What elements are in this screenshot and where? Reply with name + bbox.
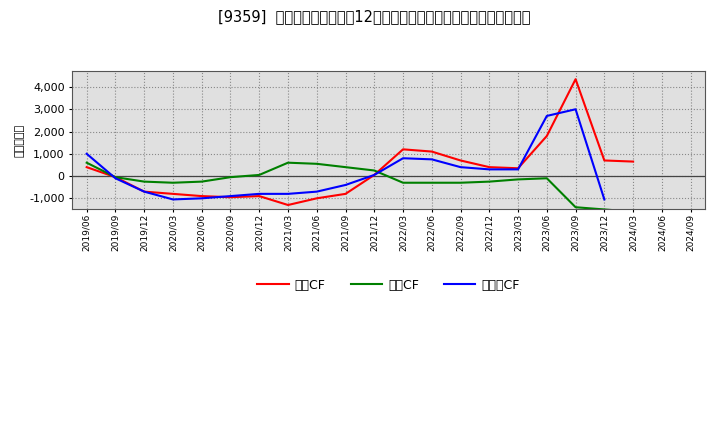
- 投賃CF: [140, 179, 148, 184]
- 営業CF: [542, 133, 551, 139]
- 営業CF: [312, 196, 321, 201]
- 投賃CF: [571, 205, 580, 210]
- フリーCF: [341, 182, 350, 187]
- 営業CF: [284, 202, 292, 208]
- フリーCF: [111, 176, 120, 181]
- 営業CF: [571, 77, 580, 82]
- フリーCF: [168, 197, 177, 202]
- 営業CF: [197, 194, 206, 199]
- 投賃CF: [341, 165, 350, 170]
- 投賃CF: [82, 160, 91, 165]
- 営業CF: [485, 165, 494, 170]
- Line: 営業CF: 営業CF: [86, 79, 633, 205]
- 営業CF: [111, 175, 120, 180]
- 営業CF: [341, 191, 350, 197]
- 投賃CF: [284, 160, 292, 165]
- 投賃CF: [370, 168, 379, 173]
- 投賃CF: [514, 177, 523, 182]
- Legend: 営業CF, 投賃CF, フリーCF: 営業CF, 投賃CF, フリーCF: [252, 274, 525, 297]
- Line: フリーCF: フリーCF: [86, 109, 604, 199]
- 営業CF: [629, 159, 637, 164]
- フリーCF: [370, 172, 379, 178]
- フリーCF: [284, 191, 292, 197]
- 営業CF: [226, 194, 235, 200]
- Line: 投賃CF: 投賃CF: [86, 163, 633, 212]
- 投賃CF: [111, 175, 120, 180]
- フリーCF: [514, 167, 523, 172]
- フリーCF: [428, 157, 436, 162]
- 営業CF: [255, 194, 264, 199]
- 投賃CF: [312, 161, 321, 166]
- フリーCF: [571, 106, 580, 112]
- 営業CF: [168, 191, 177, 197]
- 投賃CF: [168, 180, 177, 185]
- 営業CF: [82, 165, 91, 170]
- 営業CF: [428, 149, 436, 154]
- 投賃CF: [456, 180, 465, 185]
- 投賃CF: [542, 176, 551, 181]
- フリーCF: [600, 197, 608, 202]
- Text: [9359]  キャッシュフローの12か月移動合計の対前年同期増減額の推移: [9359] キャッシュフローの12か月移動合計の対前年同期増減額の推移: [218, 9, 531, 24]
- 投賃CF: [226, 175, 235, 180]
- フリーCF: [226, 194, 235, 199]
- フリーCF: [456, 165, 465, 170]
- 営業CF: [514, 165, 523, 171]
- 投賃CF: [485, 179, 494, 184]
- 営業CF: [399, 147, 408, 152]
- フリーCF: [197, 196, 206, 201]
- フリーCF: [399, 156, 408, 161]
- 投賃CF: [428, 180, 436, 185]
- 投賃CF: [629, 209, 637, 214]
- 投賃CF: [255, 172, 264, 178]
- 営業CF: [140, 189, 148, 194]
- 投賃CF: [399, 180, 408, 185]
- 営業CF: [370, 172, 379, 178]
- フリーCF: [312, 189, 321, 194]
- フリーCF: [542, 113, 551, 118]
- Y-axis label: （百万円）: （百万円）: [15, 124, 25, 157]
- 投賃CF: [197, 179, 206, 184]
- フリーCF: [82, 151, 91, 157]
- フリーCF: [485, 167, 494, 172]
- フリーCF: [255, 191, 264, 197]
- フリーCF: [140, 189, 148, 194]
- 投賃CF: [600, 207, 608, 212]
- 営業CF: [456, 158, 465, 163]
- 営業CF: [600, 158, 608, 163]
